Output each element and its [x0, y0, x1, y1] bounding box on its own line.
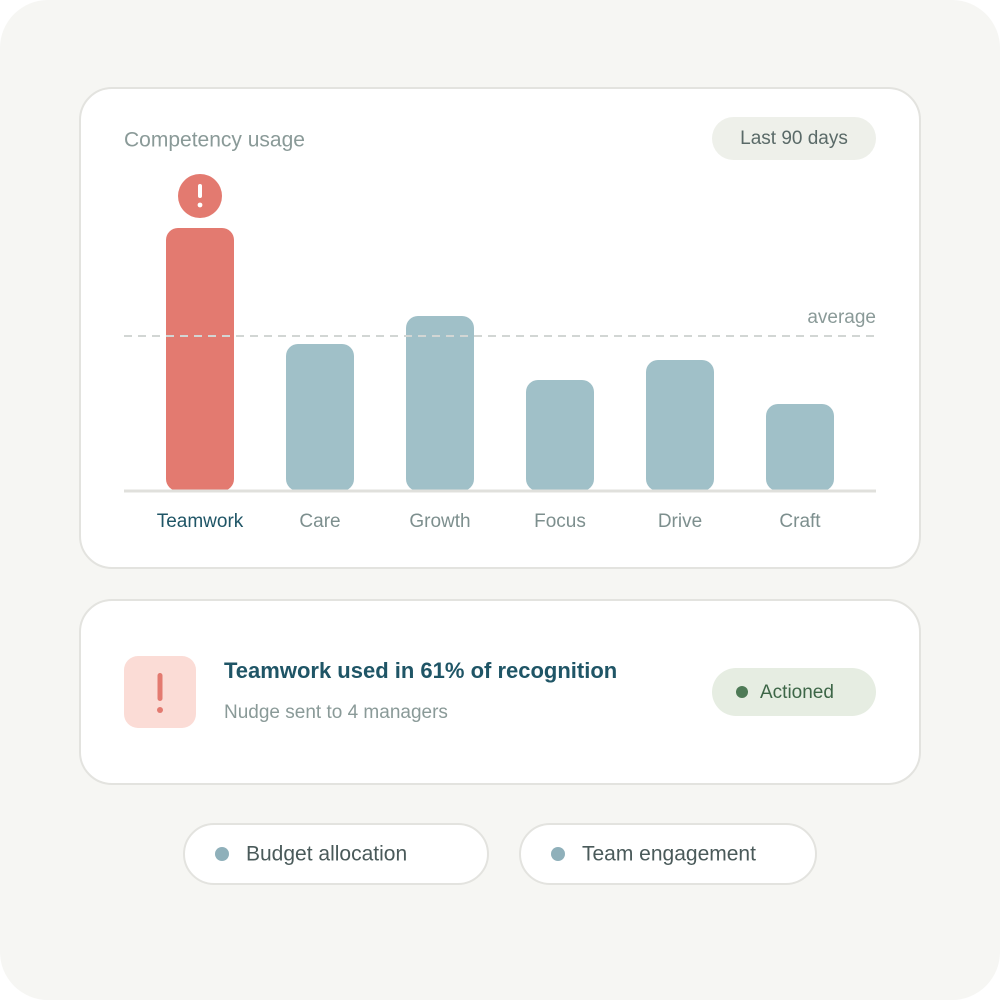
- bar: [766, 404, 834, 491]
- chip-label[interactable]: Team engagement: [582, 843, 756, 866]
- chip-dot: [551, 847, 565, 861]
- bar-chart: Teamwork Care Growth Focus Drive Craft average: [124, 228, 876, 532]
- status-label[interactable]: Actioned: [760, 682, 834, 703]
- warning-icon: [198, 184, 202, 198]
- bar: [526, 380, 594, 491]
- alert-icon: [157, 673, 163, 701]
- average-label: average: [807, 307, 876, 328]
- warning-icon-dot: [197, 202, 203, 208]
- bar: [406, 316, 474, 491]
- x-tick-label: Care: [299, 511, 340, 532]
- chip-dot: [215, 847, 229, 861]
- alert-subtitle: Nudge sent to 4 managers: [224, 702, 448, 723]
- warning-marker: [178, 174, 222, 218]
- bar: [166, 228, 234, 491]
- status-pill[interactable]: [712, 668, 876, 716]
- period-label[interactable]: Last 90 days: [740, 128, 848, 149]
- alert-card: [79, 599, 921, 785]
- chip-label[interactable]: Budget allocation: [246, 843, 407, 866]
- x-tick-label: Drive: [658, 511, 702, 532]
- x-tick-label: Focus: [534, 511, 586, 532]
- x-tick-label: Teamwork: [157, 511, 244, 532]
- chip[interactable]: [519, 823, 817, 885]
- alert-title: Teamwork used in 61% of recognition: [224, 658, 617, 683]
- alert-icon-dot: [157, 707, 163, 713]
- bar: [286, 344, 354, 491]
- chip[interactable]: [183, 823, 489, 885]
- bar: [646, 360, 714, 491]
- chart-title: Competency usage: [124, 129, 305, 152]
- x-tick-label: Craft: [779, 511, 821, 532]
- period-pill[interactable]: [712, 117, 876, 160]
- status-dot: [736, 686, 748, 698]
- x-tick-label: Growth: [409, 511, 470, 532]
